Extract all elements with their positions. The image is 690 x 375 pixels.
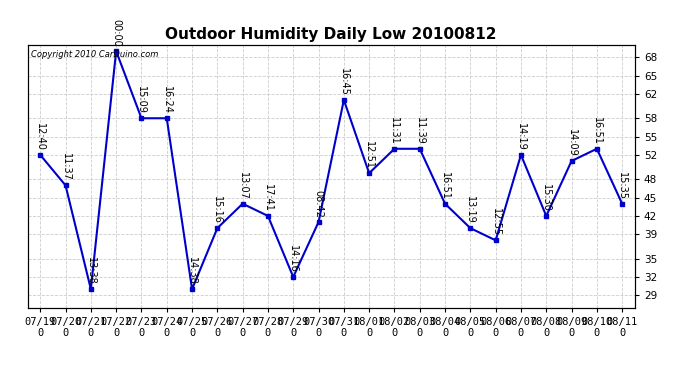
Text: 16:51: 16:51	[440, 172, 450, 200]
Text: 15:16: 15:16	[213, 196, 222, 224]
Text: 14:19: 14:19	[516, 123, 526, 151]
Text: 16:24: 16:24	[161, 86, 172, 114]
Text: 13:19: 13:19	[465, 196, 475, 224]
Text: 16:51: 16:51	[592, 117, 602, 145]
Text: 12:51: 12:51	[364, 141, 374, 169]
Text: 00:00: 00:00	[111, 19, 121, 47]
Text: 17:41: 17:41	[263, 184, 273, 212]
Text: 14:09: 14:09	[566, 129, 577, 157]
Text: 11:37: 11:37	[61, 153, 70, 181]
Text: 15:09: 15:09	[137, 86, 146, 114]
Text: 11:31: 11:31	[389, 117, 400, 145]
Text: 13:07: 13:07	[237, 172, 248, 200]
Text: 08:42: 08:42	[313, 190, 324, 218]
Title: Outdoor Humidity Daily Low 20100812: Outdoor Humidity Daily Low 20100812	[166, 27, 497, 42]
Text: 11:39: 11:39	[415, 117, 425, 145]
Text: 12:55: 12:55	[491, 208, 501, 236]
Text: Copyright 2010 CarDuino.com: Copyright 2010 CarDuino.com	[30, 50, 158, 59]
Text: 14:38: 14:38	[187, 257, 197, 285]
Text: 15:30: 15:30	[541, 184, 551, 212]
Text: 16:45: 16:45	[339, 68, 349, 96]
Text: 12:40: 12:40	[35, 123, 46, 151]
Text: 15:35: 15:35	[617, 171, 627, 200]
Text: 14:16: 14:16	[288, 245, 298, 273]
Text: 13:38: 13:38	[86, 257, 96, 285]
